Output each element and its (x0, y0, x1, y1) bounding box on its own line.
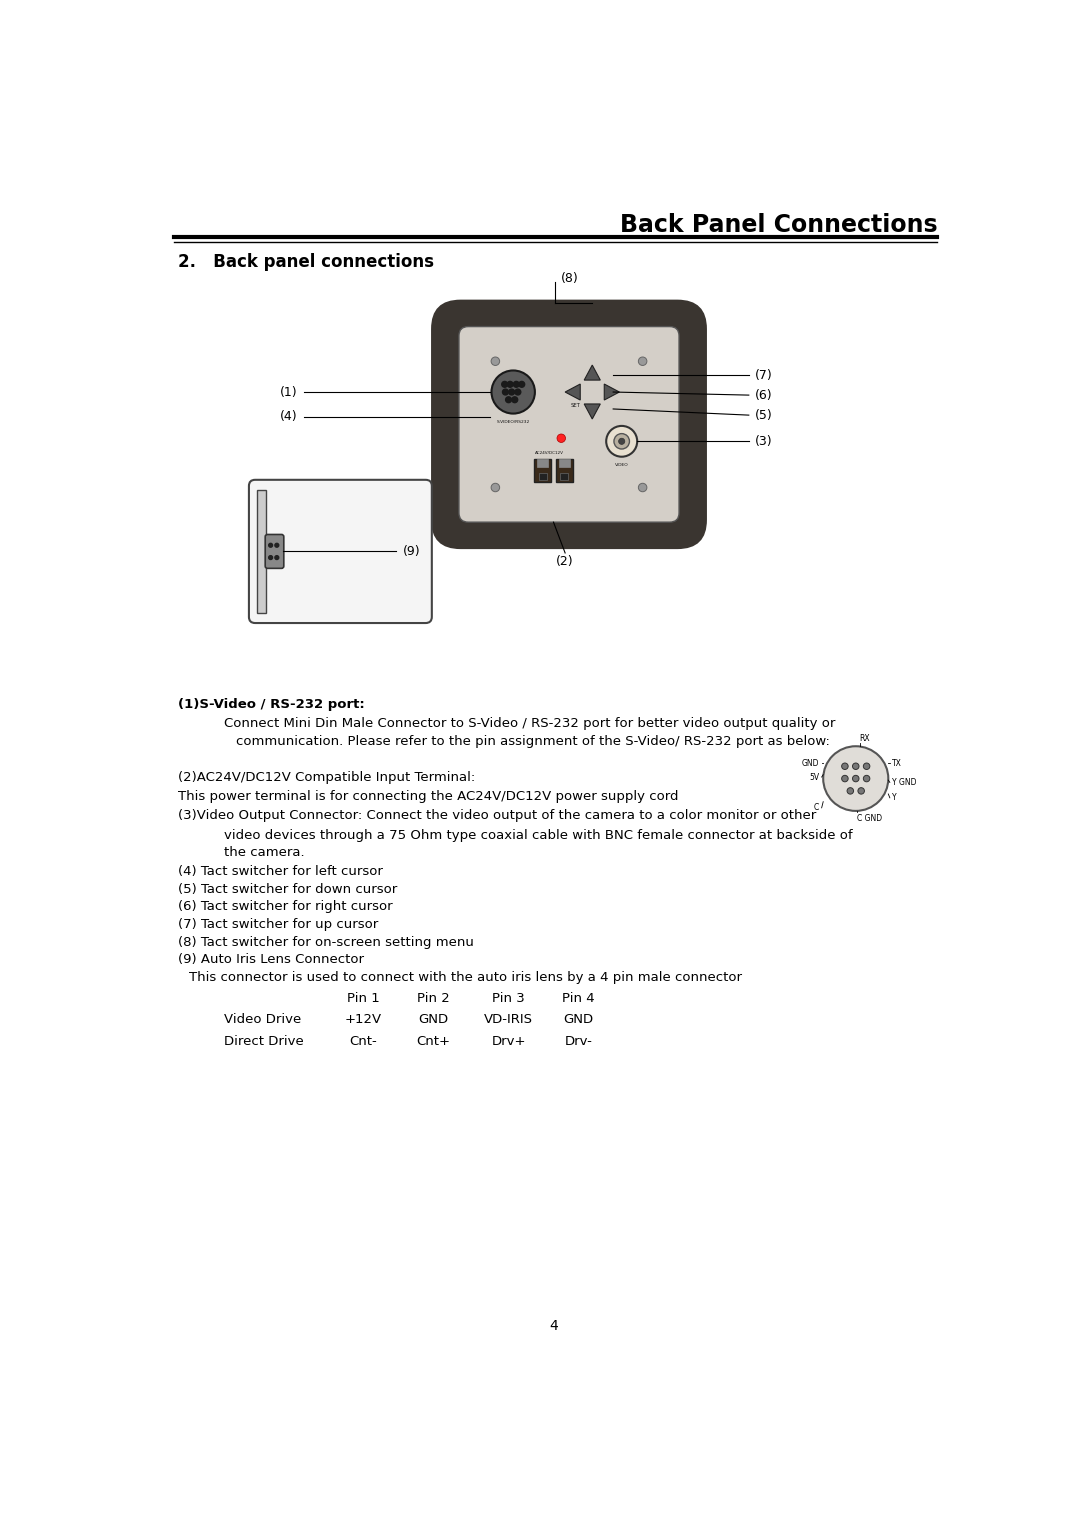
Text: Connect Mini Din Male Connector to S-Video / RS-232 port for better video output: Connect Mini Din Male Connector to S-Vid… (225, 717, 836, 730)
Circle shape (491, 370, 535, 414)
Bar (559, 458, 570, 468)
Circle shape (275, 544, 279, 547)
Text: (6): (6) (755, 388, 772, 402)
Text: Y: Y (892, 793, 896, 802)
Circle shape (509, 390, 514, 394)
Polygon shape (605, 384, 619, 400)
Circle shape (513, 382, 519, 387)
Circle shape (515, 390, 521, 394)
Bar (257, 490, 266, 613)
Text: GND: GND (564, 1013, 593, 1027)
Text: TX: TX (892, 759, 902, 767)
Text: 4: 4 (549, 1319, 558, 1332)
Circle shape (863, 762, 869, 770)
Circle shape (491, 358, 500, 365)
Circle shape (852, 762, 859, 770)
Circle shape (613, 434, 630, 449)
Circle shape (491, 483, 500, 492)
Polygon shape (584, 403, 600, 419)
Text: Drv+: Drv+ (491, 1034, 526, 1048)
Circle shape (505, 397, 512, 403)
Text: S-VIDEO/RS232: S-VIDEO/RS232 (497, 420, 530, 423)
Text: Cnt-: Cnt- (350, 1034, 378, 1048)
Text: Back Panel Connections: Back Panel Connections (620, 212, 937, 237)
Text: GND: GND (418, 1013, 448, 1027)
Text: SET: SET (570, 402, 580, 408)
Text: Drv-: Drv- (565, 1034, 592, 1048)
Text: C: C (814, 804, 820, 813)
Circle shape (269, 556, 272, 559)
Circle shape (557, 434, 566, 443)
Circle shape (512, 397, 517, 403)
Text: AC24V/DC12V: AC24V/DC12V (535, 451, 564, 455)
Bar (535, 458, 551, 483)
Text: VIDEO: VIDEO (615, 463, 629, 468)
Text: VD-IRIS: VD-IRIS (484, 1013, 534, 1027)
Text: Video Drive: Video Drive (225, 1013, 301, 1027)
Text: +12V: +12V (346, 1013, 382, 1027)
Circle shape (863, 775, 869, 782)
FancyBboxPatch shape (459, 327, 679, 523)
Polygon shape (584, 365, 600, 380)
Text: (4): (4) (280, 410, 298, 423)
Text: 5V: 5V (809, 773, 820, 781)
Text: 2.   Back panel connections: 2. Back panel connections (177, 252, 434, 270)
Circle shape (852, 775, 859, 782)
Text: (5) Tact switcher for down cursor: (5) Tact switcher for down cursor (177, 883, 396, 895)
Text: (5): (5) (755, 408, 773, 422)
Circle shape (823, 746, 888, 811)
Circle shape (275, 556, 279, 559)
Text: (7): (7) (755, 368, 773, 382)
Text: (9): (9) (403, 545, 420, 558)
Text: RX: RX (860, 733, 870, 743)
Text: (2)AC24V/DC12V Compatible Input Terminal:: (2)AC24V/DC12V Compatible Input Terminal… (177, 770, 475, 784)
Text: GND: GND (801, 759, 820, 767)
Text: Cnt+: Cnt+ (417, 1034, 450, 1048)
Text: Pin 1: Pin 1 (348, 992, 380, 1005)
Bar (561, 472, 568, 480)
Polygon shape (565, 384, 580, 400)
Text: (8) Tact switcher for on-screen setting menu: (8) Tact switcher for on-screen setting … (177, 935, 473, 949)
Bar (539, 472, 546, 480)
Text: the camera.: the camera. (225, 847, 305, 859)
Text: video devices through a 75 Ohm type coaxial cable with BNC female connector at b: video devices through a 75 Ohm type coax… (225, 828, 853, 842)
Circle shape (502, 390, 509, 394)
Text: (4) Tact switcher for left cursor: (4) Tact switcher for left cursor (177, 865, 382, 877)
Text: (8): (8) (562, 272, 579, 284)
Circle shape (269, 544, 272, 547)
Text: (1): (1) (280, 385, 298, 399)
Text: Pin 4: Pin 4 (562, 992, 595, 1005)
Text: (7) Tact switcher for up cursor: (7) Tact switcher for up cursor (177, 918, 378, 931)
Text: (9) Auto Iris Lens Connector: (9) Auto Iris Lens Connector (177, 953, 364, 966)
Circle shape (619, 439, 625, 445)
Text: (3)Video Output Connector: Connect the video output of the camera to a color mon: (3)Video Output Connector: Connect the v… (177, 810, 815, 822)
Text: communication. Please refer to the pin assignment of the S-Video/ RS-232 port as: communication. Please refer to the pin a… (235, 735, 829, 747)
Text: Pin 3: Pin 3 (492, 992, 525, 1005)
Circle shape (841, 762, 848, 770)
Circle shape (841, 775, 848, 782)
Text: (3): (3) (755, 435, 772, 448)
Text: C GND: C GND (858, 814, 882, 824)
Text: Direct Drive: Direct Drive (225, 1034, 303, 1048)
Text: (6) Tact switcher for right cursor: (6) Tact switcher for right cursor (177, 900, 392, 914)
Circle shape (638, 358, 647, 365)
Circle shape (502, 382, 508, 387)
Circle shape (508, 382, 513, 387)
Circle shape (606, 426, 637, 457)
Bar (556, 458, 572, 483)
Text: (2): (2) (556, 555, 573, 568)
Text: This connector is used to connect with the auto iris lens by a 4 pin male connec: This connector is used to connect with t… (189, 972, 742, 984)
Circle shape (638, 483, 647, 492)
Text: Y GND: Y GND (892, 778, 917, 787)
Text: This power terminal is for connecting the AC24V/DC12V power supply cord: This power terminal is for connecting th… (177, 790, 678, 804)
Text: (1)S-Video / RS-232 port:: (1)S-Video / RS-232 port: (177, 698, 364, 711)
Circle shape (858, 787, 864, 795)
FancyBboxPatch shape (431, 299, 707, 549)
Bar (537, 458, 548, 468)
FancyBboxPatch shape (266, 535, 284, 568)
FancyBboxPatch shape (248, 480, 432, 623)
Circle shape (847, 787, 853, 795)
Circle shape (518, 382, 525, 387)
Text: Pin 2: Pin 2 (417, 992, 449, 1005)
